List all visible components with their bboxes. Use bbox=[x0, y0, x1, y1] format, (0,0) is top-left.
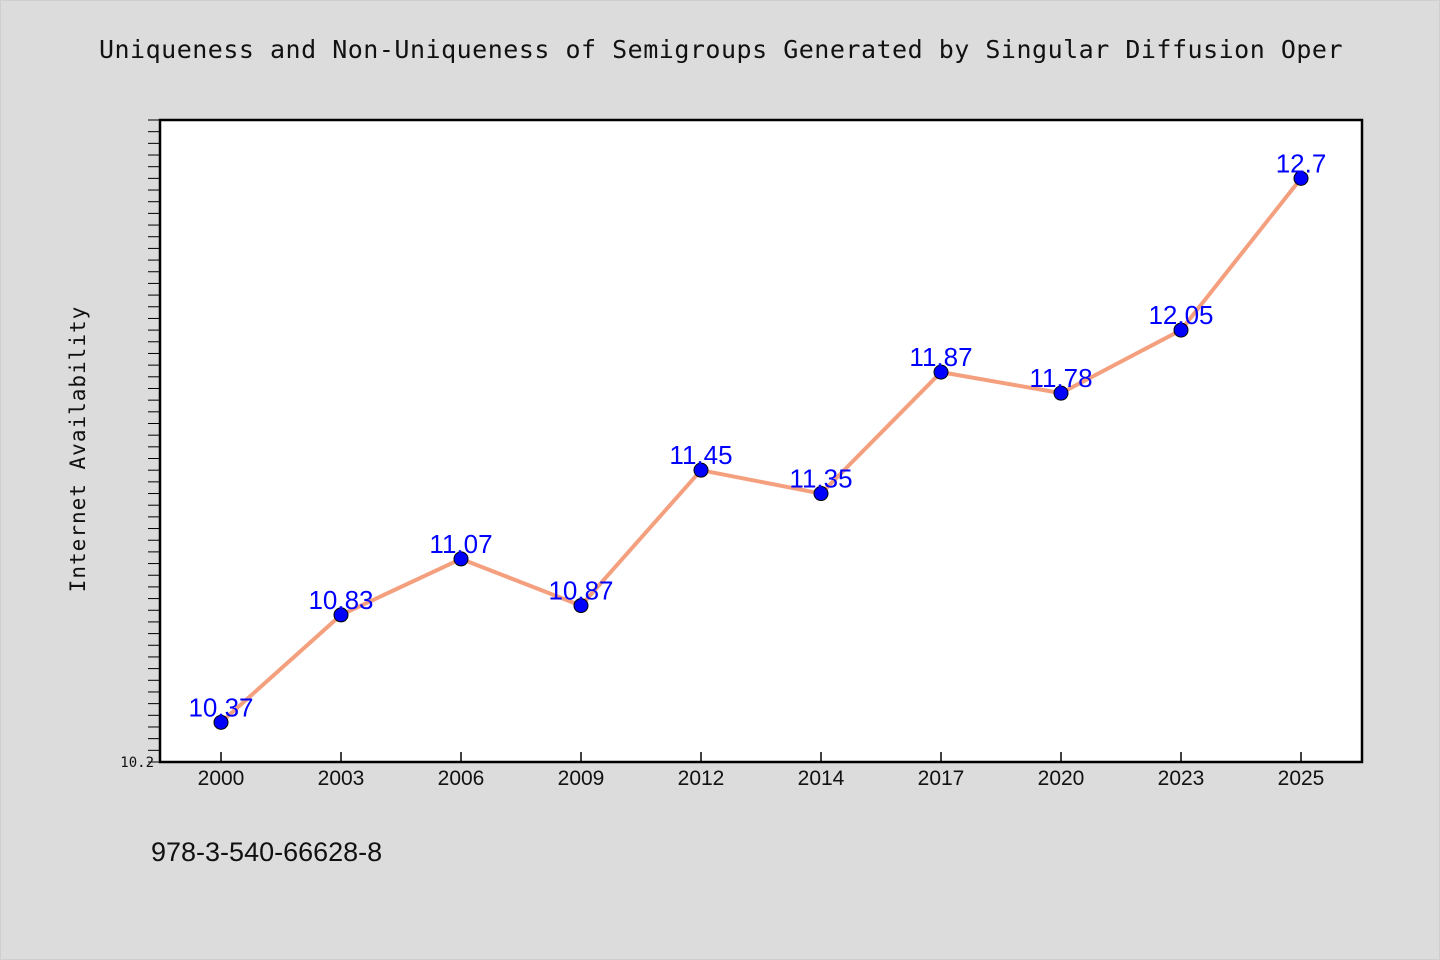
x-tick-label: 2003 bbox=[318, 767, 365, 790]
x-tick-label: 2014 bbox=[798, 767, 845, 790]
data-point bbox=[933, 364, 949, 380]
x-tick-label: 2006 bbox=[438, 767, 485, 790]
x-tick-label: 2012 bbox=[678, 767, 725, 790]
x-tick-label: 2017 bbox=[918, 767, 965, 790]
data-label: 10.37 bbox=[188, 692, 253, 722]
x-axis-ticks: 2000 2003 2006 2009 2012 2014 2017 2020 2023 2025 bbox=[198, 752, 1325, 790]
data-label: 10.83 bbox=[308, 585, 373, 615]
y-minor-ticks bbox=[148, 119, 160, 763]
data-point bbox=[333, 607, 349, 623]
x-tick-label: 2023 bbox=[1158, 767, 1205, 790]
x-tick-label: 2009 bbox=[558, 767, 605, 790]
data-point bbox=[1053, 385, 1069, 401]
data-label: 11.78 bbox=[1029, 363, 1092, 393]
data-point bbox=[453, 551, 469, 567]
chart-title: Uniqueness and Non-Uniqueness of Semigro… bbox=[98, 35, 1344, 64]
data-point bbox=[1173, 322, 1189, 338]
data-label: 12.7 bbox=[1276, 148, 1327, 178]
data-label: 11.07 bbox=[429, 529, 492, 559]
data-point bbox=[213, 714, 229, 730]
data-point bbox=[693, 462, 709, 478]
y-tick-label: 10.2 bbox=[120, 755, 154, 771]
y-axis-ticks: 10.2 bbox=[120, 755, 154, 771]
data-label: 11.35 bbox=[789, 464, 852, 494]
footer-isbn: 978-3-540-66628-8 bbox=[151, 837, 383, 867]
data-point bbox=[573, 598, 589, 614]
x-tick-label: 2000 bbox=[198, 767, 245, 790]
x-tick-label: 2020 bbox=[1038, 767, 1085, 790]
x-tick-label: 2025 bbox=[1278, 767, 1325, 790]
data-point bbox=[813, 486, 829, 502]
data-label: 11.45 bbox=[669, 440, 732, 470]
data-point bbox=[1293, 170, 1309, 186]
series-line bbox=[219, 177, 1303, 724]
data-label: 11.87 bbox=[909, 342, 972, 372]
series-group: 10.37 10.83 11.07 10.87 11.45 11.35 11.87 11.78… bbox=[188, 148, 1327, 730]
y-axis-label: Internet Availability bbox=[66, 306, 90, 593]
data-label: 12.05 bbox=[1148, 300, 1213, 330]
plot-area bbox=[158, 118, 1364, 764]
data-label: 10.87 bbox=[548, 576, 613, 606]
